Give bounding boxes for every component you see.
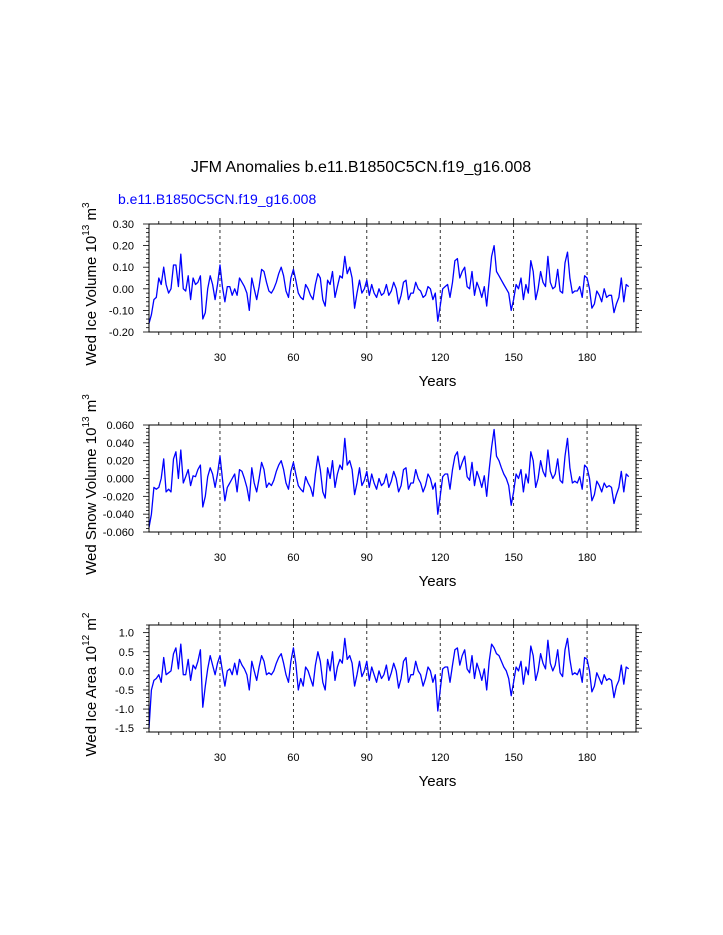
x-tick-label: 30 <box>214 552 226 564</box>
y-tick-label: -1.5 <box>115 723 134 735</box>
series-line <box>148 428 630 528</box>
figure-title: JFM Anomalies b.e11.B1850C5CN.f19_g16.00… <box>191 159 531 176</box>
series-line <box>148 637 630 729</box>
x-tick-label: 60 <box>287 352 299 364</box>
y-tick-label: -0.10 <box>109 305 134 317</box>
y-tick-label: 0.060 <box>106 420 134 432</box>
y-tick-label: -0.060 <box>103 527 134 539</box>
x-axis-label: Years <box>419 773 457 790</box>
x-tick-label: 150 <box>504 552 522 564</box>
legend-label: b.e11.B1850C5CN.f19_g16.008 <box>118 191 316 207</box>
x-tick-label: 120 <box>431 352 449 364</box>
y-tick-label: 0.30 <box>113 219 134 231</box>
y-tick-label: 0.20 <box>113 241 134 253</box>
panel-1: 30 60 90 120 150 180 -0.20 -0.10 0.00 0.10 0.20 0.3… <box>81 202 642 390</box>
y-tick-label: 0.5 <box>119 647 134 659</box>
y-tick-label: -0.20 <box>109 327 134 339</box>
y-tick-label: 0.040 <box>106 438 134 450</box>
x-tick-label: 30 <box>214 352 226 364</box>
y-tick-label: -1.0 <box>115 704 134 716</box>
y-tick-label: -0.020 <box>103 491 134 503</box>
x-tick-label: 180 <box>578 552 596 564</box>
panel-3: 30 60 90 120 150 180 -1.5 -1.0 -0.5 0.0 0.5 1.0 Year… <box>81 612 642 790</box>
chart-panels: 30 60 90 120 150 180 -0.20 -0.10 0.00 0.10 0.20 0.3… <box>81 202 642 790</box>
x-tick-label: 150 <box>504 752 522 764</box>
y-tick-label: 0.00 <box>113 284 134 296</box>
x-axis-label: Years <box>419 373 457 390</box>
y-axis-label: Wed Ice Area 1012 m2 <box>81 612 100 756</box>
y-axis-label: Wed Snow Volume 1013 m3 <box>81 394 100 575</box>
plot-frame <box>148 624 637 733</box>
y-tick-label: 0.10 <box>113 262 134 274</box>
y-tick-label: 1.0 <box>119 628 134 640</box>
y-tick-label: 0.0 <box>119 666 134 678</box>
panel-2: 30 60 90 120 150 180 -0.060 -0.040 -0.020 0.000 0.… <box>81 394 642 590</box>
series-line <box>148 244 630 324</box>
y-tick-label: 0.020 <box>106 456 134 468</box>
x-tick-label: 120 <box>431 752 449 764</box>
x-tick-label: 150 <box>504 352 522 364</box>
x-tick-label: 60 <box>287 752 299 764</box>
x-tick-label: 60 <box>287 552 299 564</box>
y-tick-label: 0.000 <box>106 474 134 486</box>
x-tick-label: 180 <box>578 352 596 364</box>
plot-frame <box>148 223 637 333</box>
x-axis-label: Years <box>419 573 457 590</box>
y-tick-label: -0.040 <box>103 509 134 521</box>
x-tick-label: 90 <box>361 752 373 764</box>
y-axis-label: Wed Ice Volume 1013 m3 <box>81 202 100 366</box>
x-tick-label: 120 <box>431 552 449 564</box>
x-tick-label: 90 <box>361 552 373 564</box>
x-tick-label: 180 <box>578 752 596 764</box>
y-tick-label: -0.5 <box>115 685 134 697</box>
x-tick-label: 30 <box>214 752 226 764</box>
x-tick-label: 90 <box>361 352 373 364</box>
